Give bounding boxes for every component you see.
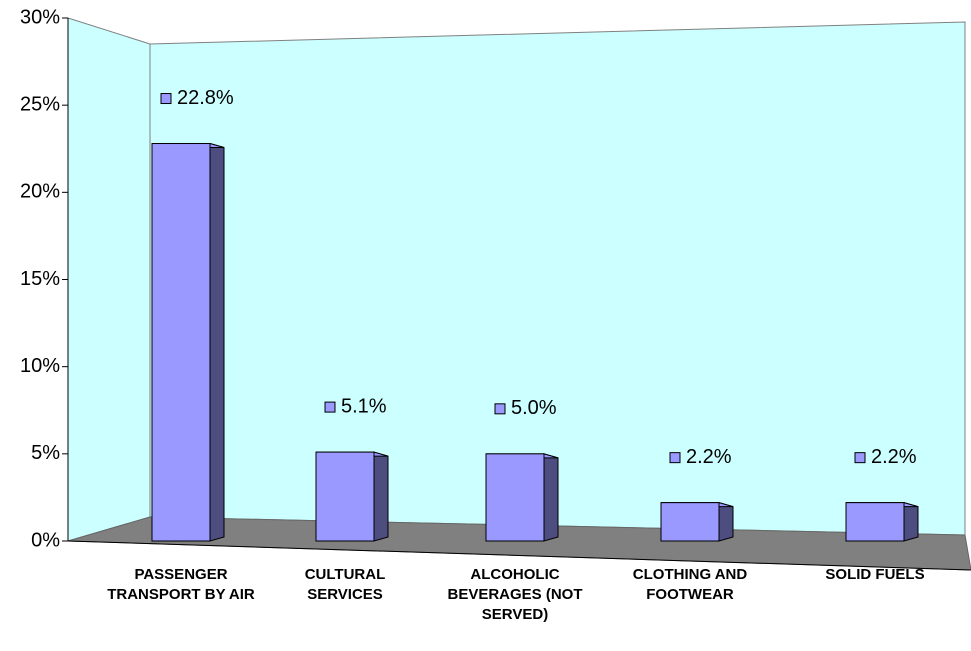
value-label: 5.1% — [341, 395, 387, 417]
label-key — [669, 452, 681, 464]
x-axis — [67, 540, 971, 571]
label-key — [494, 403, 506, 415]
y-tick-label: 15% — [20, 268, 60, 290]
y-tick-label: 0% — [31, 529, 60, 551]
bar-side — [903, 501, 919, 542]
x-tick-label: CULTURAL SERVICES — [304, 566, 386, 603]
bar — [315, 451, 375, 542]
label-key — [160, 93, 172, 105]
bar — [845, 502, 905, 542]
value-label: 5.0% — [511, 397, 557, 419]
y-tick-label: 30% — [20, 6, 60, 28]
bar-side — [209, 142, 225, 542]
bar — [151, 143, 211, 542]
y-tick-label: 20% — [20, 181, 60, 203]
bar-side — [373, 451, 389, 542]
bar-side — [718, 501, 734, 542]
bar — [485, 453, 545, 542]
value-label: 2.2% — [871, 446, 917, 468]
x-tick-label: SOLID FUELS — [825, 566, 925, 583]
x-tick-label: ALCOHOLIC BEVERAGES (NOT SERVED) — [447, 566, 583, 623]
value-label: 22.8% — [177, 87, 234, 109]
value-label: 2.2% — [686, 446, 732, 468]
label-key — [324, 401, 336, 413]
bar-side — [543, 453, 559, 542]
y-tick-label: 10% — [20, 355, 60, 377]
y-tick-label: 25% — [20, 93, 60, 115]
y-tick-label: 5% — [31, 442, 60, 464]
x-tick-label: PASSENGER TRANSPORT BY AIR — [107, 566, 255, 603]
x-tick-label: CLOTHING AND FOOTWEAR — [632, 566, 748, 603]
label-key — [854, 452, 866, 464]
bar — [660, 502, 720, 542]
side-wall — [67, 17, 151, 542]
